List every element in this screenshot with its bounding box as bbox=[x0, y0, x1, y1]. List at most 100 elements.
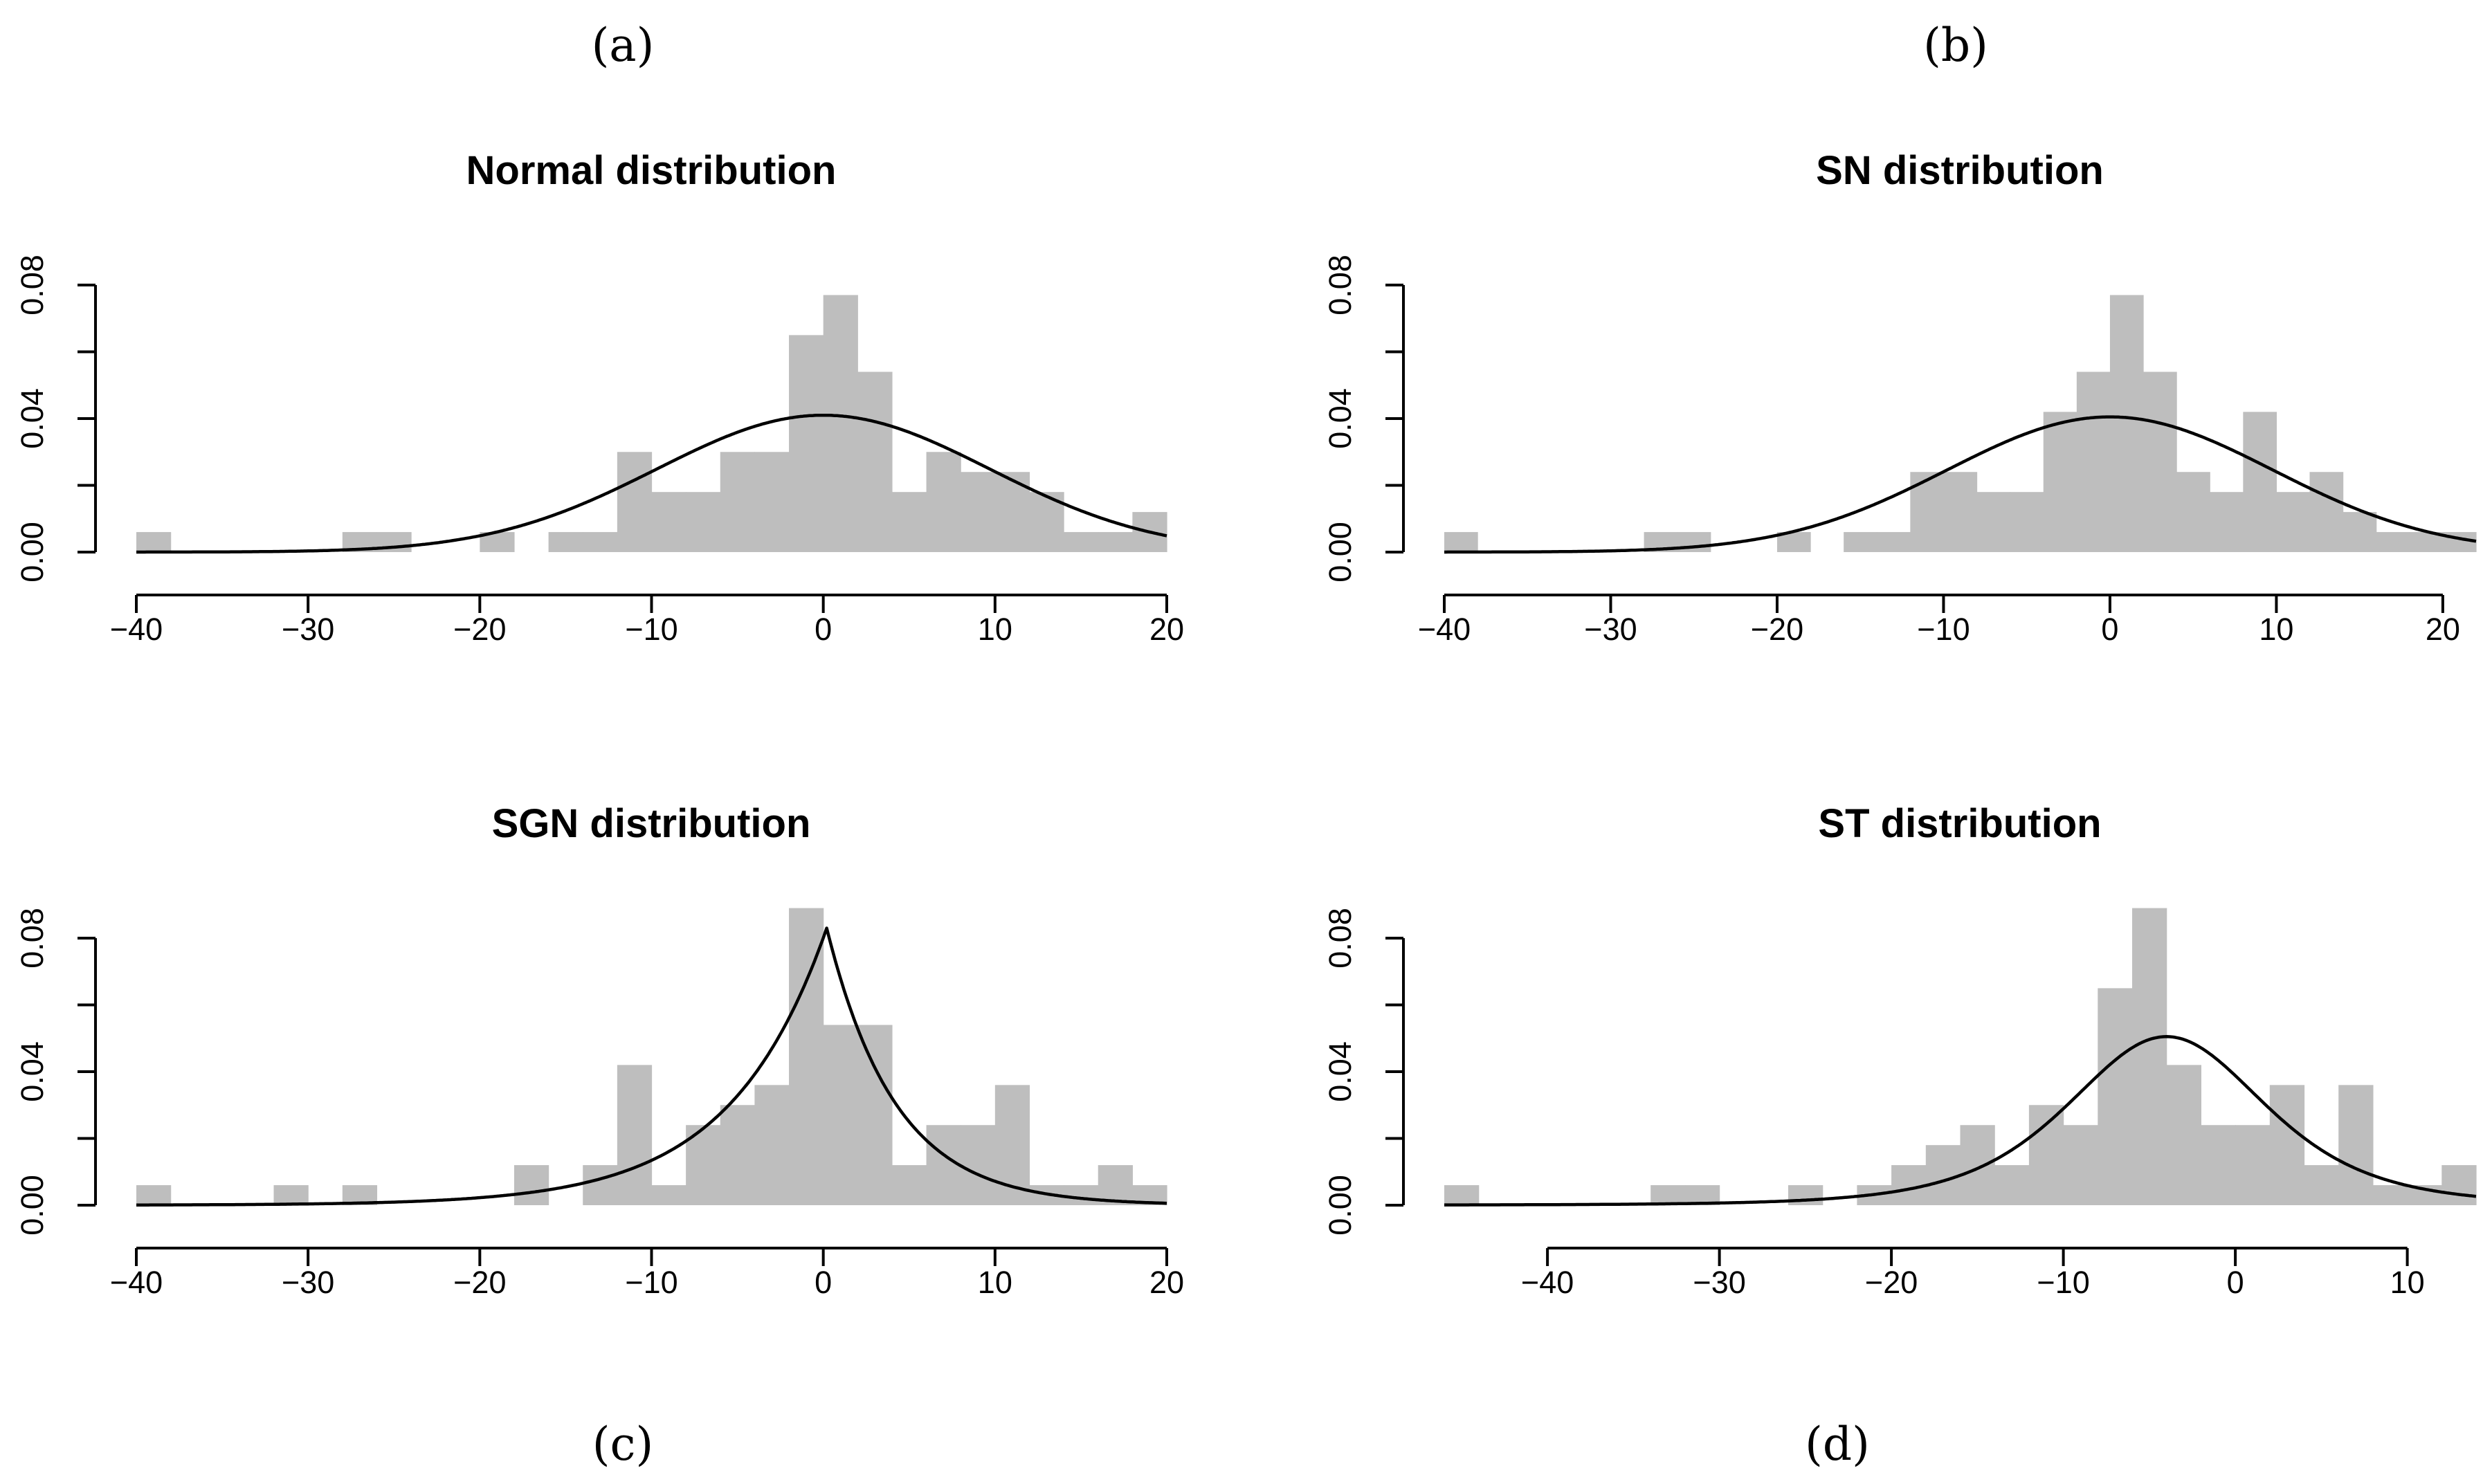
histogram-bar bbox=[2010, 492, 2044, 552]
x-tick-label: 20 bbox=[1149, 1265, 1184, 1300]
histogram-bar bbox=[1064, 532, 1099, 552]
histogram-bar bbox=[720, 452, 755, 552]
histogram-bar bbox=[617, 1065, 653, 1205]
histogram-bar bbox=[961, 1125, 996, 1205]
histogram-bar bbox=[926, 1125, 961, 1205]
x-tick-label: −20 bbox=[453, 1265, 506, 1300]
histogram-bar bbox=[2338, 1085, 2374, 1205]
chart-title: ST distribution bbox=[1818, 801, 2101, 846]
histogram-bar bbox=[2043, 412, 2077, 552]
histogram-bar bbox=[1877, 532, 1911, 552]
x-tick-label: 10 bbox=[2390, 1265, 2425, 1300]
histogram-bar bbox=[823, 295, 858, 552]
x-tick-label: −30 bbox=[282, 612, 334, 647]
histogram-bar bbox=[1976, 492, 2011, 552]
y-tick-label: 0.08 bbox=[15, 908, 50, 969]
panel-st-distribution: ST distribution −40 −30 −20 −10 0 10 0.00 0.04 0.… bbox=[1322, 801, 2477, 1300]
histogram-bar bbox=[789, 335, 824, 552]
histogram-bar bbox=[651, 1185, 686, 1205]
histogram-bar bbox=[1650, 1185, 1686, 1205]
panel-label-b: (b) bbox=[1923, 19, 1988, 72]
histogram-bar bbox=[2132, 908, 2167, 1205]
histogram-bar bbox=[2201, 1125, 2236, 1205]
histogram-bar bbox=[617, 452, 653, 552]
histogram-bar bbox=[1844, 532, 1877, 552]
histogram-bar bbox=[583, 532, 618, 552]
histogram-bar bbox=[2376, 532, 2410, 552]
histogram-bar bbox=[1943, 472, 1978, 552]
histogram-bar bbox=[686, 492, 721, 552]
panel-sgn-distribution: SGN distribution −40 −30 −20 −10 0 10 20 0.00 0.0… bbox=[15, 801, 1184, 1300]
chart-title: Normal distribution bbox=[466, 148, 837, 193]
x-tick-label: 10 bbox=[978, 612, 1012, 647]
y-tick-label: 0.08 bbox=[15, 255, 50, 315]
x-tick-label: 0 bbox=[2101, 612, 2118, 647]
y-tick-label: 0.00 bbox=[1322, 522, 1358, 583]
x-tick-label: −10 bbox=[1917, 612, 1970, 647]
x-tick-label: −40 bbox=[110, 1265, 163, 1300]
histogram-bar bbox=[2028, 1105, 2064, 1205]
y-tick-label: 0.04 bbox=[1322, 388, 1358, 449]
histogram-bar bbox=[926, 452, 961, 552]
histogram-bar bbox=[2109, 295, 2144, 552]
chart-title: SN distribution bbox=[1816, 148, 2104, 193]
x-tick-label: 0 bbox=[2227, 1265, 2244, 1300]
histogram-bar bbox=[857, 1025, 893, 1205]
histogram-bar bbox=[1064, 1185, 1099, 1205]
x-tick-label: 0 bbox=[815, 612, 832, 647]
histogram-bar bbox=[961, 472, 996, 552]
histogram-bar bbox=[2098, 988, 2133, 1205]
histogram-bar bbox=[1994, 1165, 2030, 1205]
histogram-bar bbox=[2063, 1125, 2098, 1205]
histogram-bar bbox=[2176, 472, 2210, 552]
x-tick-label: −30 bbox=[1584, 612, 1637, 647]
x-tick-label: −20 bbox=[1865, 1265, 1918, 1300]
y-tick-label: 0.00 bbox=[15, 522, 50, 583]
y-tick-label: 0.08 bbox=[1322, 908, 1358, 969]
histogram-bar bbox=[2343, 512, 2377, 552]
y-tick-label: 0.00 bbox=[1322, 1175, 1358, 1236]
x-tick-label: −30 bbox=[1693, 1265, 1745, 1300]
x-tick-label: 10 bbox=[2259, 612, 2293, 647]
histogram-bar bbox=[2372, 1185, 2408, 1205]
histogram-bar bbox=[2166, 1065, 2201, 1205]
x-tick-label: −40 bbox=[1418, 612, 1471, 647]
histogram-bar bbox=[857, 372, 893, 552]
chart-title: SGN distribution bbox=[492, 801, 811, 846]
panel-sn-distribution: SN distribution −40 −30 −20 −10 0 10 20 0.00 0.04… bbox=[1322, 148, 2477, 647]
histogram-bar bbox=[513, 1165, 549, 1205]
x-tick-label: −40 bbox=[1521, 1265, 1574, 1300]
y-tick-label: 0.00 bbox=[15, 1175, 50, 1236]
histogram-bar bbox=[2309, 472, 2344, 552]
histogram-bar bbox=[1098, 532, 1133, 552]
density-curve bbox=[1444, 1035, 2477, 1207]
histogram-bar bbox=[754, 1085, 790, 1205]
histogram-bar bbox=[1910, 472, 1945, 552]
histogram-bar bbox=[548, 532, 583, 552]
histogram-bar bbox=[823, 1025, 858, 1205]
density-curve bbox=[136, 413, 1167, 554]
x-tick-label: −10 bbox=[2037, 1265, 2089, 1300]
histogram-bar bbox=[136, 1185, 172, 1205]
histogram-bar bbox=[720, 1105, 755, 1205]
density-curve bbox=[136, 926, 1167, 1207]
histogram-bar bbox=[754, 452, 790, 552]
histogram-bar bbox=[891, 1165, 927, 1205]
y-tick-label: 0.04 bbox=[15, 388, 50, 449]
histogram-bar bbox=[1444, 532, 1478, 552]
histogram-bar bbox=[789, 908, 824, 1205]
histogram-bar bbox=[583, 1165, 618, 1205]
histogram-bar bbox=[651, 492, 686, 552]
x-tick-label: −30 bbox=[282, 1265, 334, 1300]
x-tick-label: 10 bbox=[978, 1265, 1012, 1300]
histogram-bar bbox=[994, 472, 1030, 552]
histogram-bar bbox=[2304, 1165, 2339, 1205]
x-tick-label: −40 bbox=[110, 612, 163, 647]
x-tick-label: 0 bbox=[815, 1265, 832, 1300]
y-tick-label: 0.08 bbox=[1322, 255, 1358, 315]
panel-label-c: (c) bbox=[592, 1418, 653, 1471]
histogram-bar bbox=[2269, 1085, 2305, 1205]
histogram-bar bbox=[2243, 412, 2277, 552]
y-tick-label: 0.04 bbox=[15, 1041, 50, 1102]
